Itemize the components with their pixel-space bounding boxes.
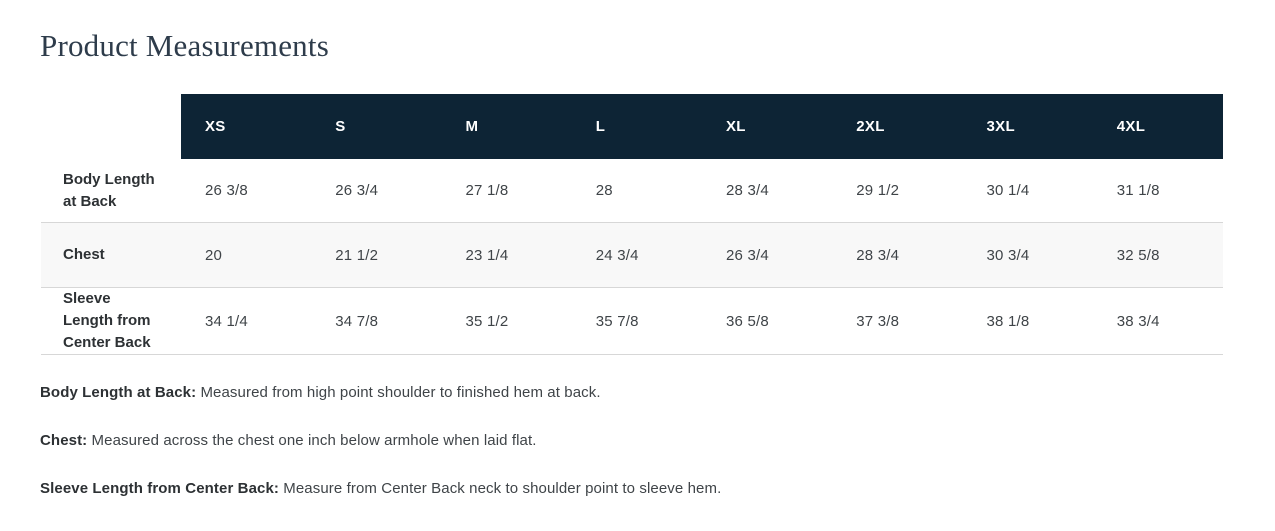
row-label: Chest <box>63 246 105 263</box>
table-row-body-length: Body Length at Back 26 3/8 26 3/4 27 1/8… <box>41 159 1223 223</box>
cell-value: 27 1/8 <box>465 182 509 199</box>
note-chest: Chest: Measured across the chest one inc… <box>40 430 1222 451</box>
cell-value: 28 3/4 <box>856 246 900 264</box>
cell-value: 26 3/4 <box>335 182 379 199</box>
cell-value: 35 1/2 <box>465 312 509 330</box>
note-term: Body Length at Back: <box>40 384 197 401</box>
cell-value: 26 3/8 <box>205 182 248 199</box>
cell-value: 31 1/8 <box>1116 182 1160 199</box>
column-header-4xl: 4XL <box>1092 94 1223 159</box>
cell-value: 32 5/8 <box>1116 246 1160 264</box>
table-row-chest: Chest 20 21 1/2 23 1/4 24 3/4 26 3/4 28 … <box>41 223 1223 288</box>
note-description: Measure from Center Back neck to shoulde… <box>279 480 722 497</box>
cell-value: 37 3/8 <box>856 312 900 330</box>
column-header-m: M <box>441 94 572 159</box>
cell-value: 36 5/8 <box>726 312 769 330</box>
column-header-3xl: 3XL <box>962 94 1093 159</box>
measurement-notes: Body Length at Back: Measured from high … <box>40 382 1222 499</box>
row-label: Sleeve Length from Center Back <box>63 290 151 351</box>
cell-value: 26 3/4 <box>726 246 769 264</box>
row-label: Body Length at Back <box>63 170 155 210</box>
cell-value: 21 1/2 <box>335 246 379 264</box>
size-chart-table: XS S M L XL 2XL 3XL 4XL Body Length at B… <box>41 94 1223 355</box>
cell-value: 35 7/8 <box>595 312 639 330</box>
size-chart-header-row: XS S M L XL 2XL 3XL 4XL <box>41 94 1223 159</box>
cell-value: 28 <box>595 182 613 199</box>
note-term: Chest: <box>40 432 88 449</box>
cell-value: 29 1/2 <box>856 182 900 199</box>
note-description: Measured across the chest one inch below… <box>87 432 537 449</box>
note-term: Sleeve Length from Center Back: <box>40 480 279 497</box>
column-header-xl: XL <box>702 94 833 159</box>
cell-value: 28 3/4 <box>726 182 769 199</box>
cell-value: 34 7/8 <box>335 312 379 330</box>
column-header-2xl: 2XL <box>832 94 963 159</box>
column-header-l: L <box>571 94 702 159</box>
cell-value: 38 3/4 <box>1116 312 1160 330</box>
page-title: Product Measurements <box>40 28 329 63</box>
cell-value: 30 3/4 <box>986 246 1030 264</box>
note-body-length: Body Length at Back: Measured from high … <box>40 382 1222 403</box>
cell-value: 23 1/4 <box>465 246 509 264</box>
cell-value: 34 1/4 <box>205 312 248 330</box>
cell-value: 20 <box>205 246 223 264</box>
note-description: Measured from high point shoulder to fin… <box>196 384 601 401</box>
corner-cell <box>41 94 181 159</box>
product-measurements-page: Product Measurements XS S M L XL 2XL 3XL… <box>0 28 1275 531</box>
cell-value: 38 1/8 <box>986 312 1030 330</box>
table-row-sleeve-length: Sleeve Length from Center Back 34 1/4 34… <box>41 288 1223 355</box>
cell-value: 24 3/4 <box>595 246 639 264</box>
cell-value: 30 1/4 <box>986 182 1030 199</box>
column-header-xs: XS <box>181 94 312 159</box>
column-header-s: S <box>311 94 442 159</box>
note-sleeve-length: Sleeve Length from Center Back: Measure … <box>40 478 1222 499</box>
